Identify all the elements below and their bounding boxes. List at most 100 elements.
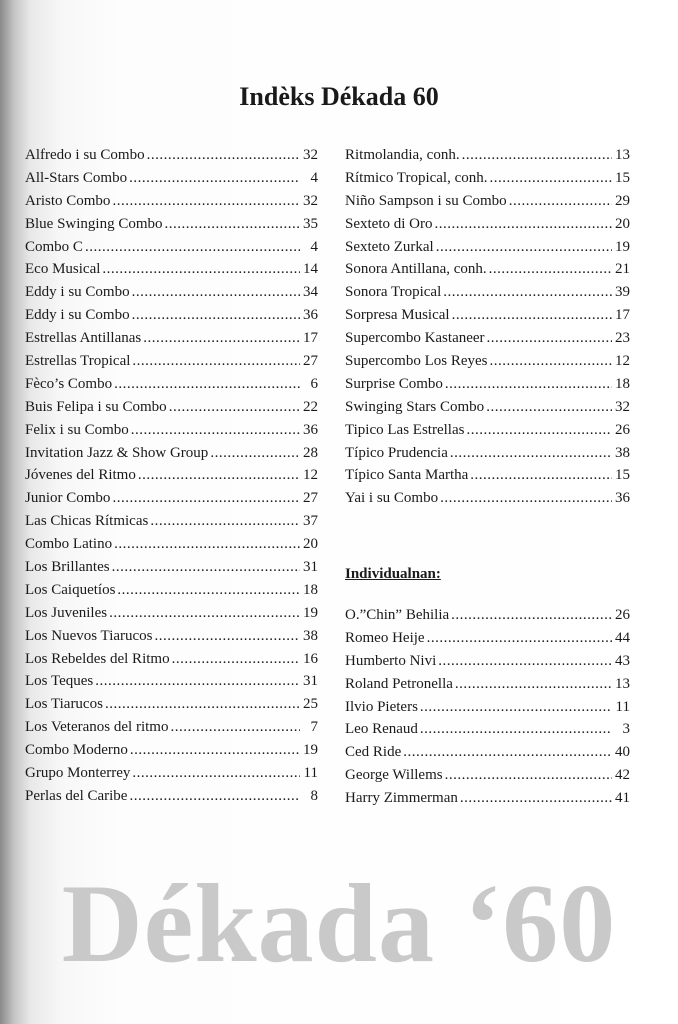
entry-page-number: 31: [303, 673, 318, 690]
dot-leader: [490, 170, 613, 187]
entry-page-number: 4: [310, 238, 319, 255]
entry-page-number: 37: [303, 513, 318, 530]
index-entry: George Willems 42: [345, 767, 630, 790]
entry-name: Los Rebeldes del Ritmo: [25, 650, 170, 667]
dot-leader: [132, 765, 300, 782]
dot-leader: [420, 699, 612, 716]
entry-page-number: 34: [303, 284, 318, 301]
index-entry: Los Brillantes 31: [25, 559, 318, 582]
entry-name: Supercombo Los Reyes: [345, 353, 488, 370]
index-entry: Eddy i su Combo 36: [25, 307, 318, 330]
entry-page-number: 40: [615, 744, 630, 761]
index-entry: Surprise Combo 18: [345, 376, 630, 399]
index-entry: O.”Chin” Behilia 26: [345, 607, 630, 630]
dot-leader: [440, 490, 612, 507]
entry-name: Aristo Combo: [25, 192, 111, 209]
dot-leader: [155, 628, 300, 645]
entry-name: Supercombo Kastaneer: [345, 330, 485, 347]
entry-page-number: 16: [303, 650, 318, 667]
entry-page-number: 41: [615, 790, 630, 807]
index-entry: Roland Petronella 13: [345, 676, 630, 699]
index-entry: Estrellas Antillanas 17: [25, 330, 318, 353]
index-entry: Los Tiarucos 25: [25, 696, 318, 719]
dot-leader: [117, 582, 300, 599]
entry-page-number: 18: [303, 581, 318, 598]
dot-leader: [470, 467, 612, 484]
dot-leader: [132, 307, 300, 324]
dot-leader: [487, 330, 612, 347]
page-title: Indèks Dékada 60: [239, 82, 439, 111]
entry-page-number: 32: [615, 398, 630, 415]
entry-name: Jóvenes del Ritmo: [25, 467, 136, 484]
dot-leader: [466, 422, 612, 439]
entry-page-number: 7: [310, 719, 319, 736]
entry-name: Las Chicas Rítmicas: [25, 513, 149, 530]
dot-leader: [450, 445, 612, 462]
dot-leader: [169, 399, 300, 416]
entry-page-number: 27: [303, 490, 318, 507]
entry-page-number: 22: [303, 398, 318, 415]
entry-name: Típico Prudencia: [345, 444, 448, 461]
entry-name: Tipico Las Estrellas: [345, 421, 465, 438]
dot-leader: [143, 330, 300, 347]
entry-name: Los Brillantes: [25, 559, 110, 576]
index-entry: Supercombo Kastaneer 23: [345, 330, 630, 353]
index-entry: Los Juveniles 19: [25, 605, 318, 628]
dot-leader: [172, 651, 300, 668]
dot-leader: [509, 193, 612, 210]
entry-page-number: 20: [303, 536, 318, 553]
dot-leader: [403, 744, 612, 761]
entry-name: Humberto Nivi: [345, 652, 437, 669]
entry-name: Estrellas Antillanas: [25, 330, 142, 347]
index-entry: All-Stars Combo 4: [25, 170, 318, 193]
entry-page-number: 43: [615, 652, 630, 669]
index-entry: Combo Moderno 19: [25, 742, 318, 765]
index-entry: Los Nuevos Tiarucos 38: [25, 628, 318, 651]
entry-page-number: 25: [303, 696, 318, 713]
entry-name: Los Teques: [25, 673, 94, 690]
entry-name: Combo Moderno: [25, 742, 128, 759]
entry-name: Sonora Tropical: [345, 284, 442, 301]
dot-leader: [132, 353, 300, 370]
entry-page-number: 4: [310, 169, 319, 186]
index-entry: Combo C 4: [25, 239, 318, 262]
dot-leader: [102, 261, 300, 278]
index-entry: Estrellas Tropical 27: [25, 353, 318, 376]
entry-page-number: 38: [303, 627, 318, 644]
entry-name: Blue Swinging Combo: [25, 215, 163, 232]
entry-name: Felix i su Combo: [25, 421, 129, 438]
index-entry: Jóvenes del Ritmo 12: [25, 467, 318, 490]
index-entry: Felix i su Combo 36: [25, 422, 318, 445]
index-entry: Yai i su Combo 36: [345, 490, 630, 513]
entry-name: Ilvio Pieters: [345, 698, 418, 715]
entry-page-number: 31: [303, 559, 318, 576]
dot-leader: [85, 239, 300, 256]
entry-name: Sexteto di Oro: [345, 215, 433, 232]
dot-leader: [114, 536, 300, 553]
index-entry: Niño Sampson i su Combo 29: [345, 193, 630, 216]
entry-page-number: 23: [615, 330, 630, 347]
dot-leader: [445, 376, 612, 393]
entry-name: Los Caiquetíos: [25, 581, 116, 598]
index-entry: Eco Musical 14: [25, 261, 318, 284]
entry-page-number: 13: [615, 675, 630, 692]
entry-page-number: 36: [615, 490, 630, 507]
index-entry: Leo Renaud 3: [345, 721, 630, 744]
index-entry: Humberto Nivi 43: [345, 653, 630, 676]
index-entry: Supercombo Los Reyes 12: [345, 353, 630, 376]
index-entry: Tipico Las Estrellas 26: [345, 422, 630, 445]
entry-name: Roland Petronella: [345, 675, 453, 692]
entry-page-number: 17: [303, 330, 318, 347]
entry-name: Sonora Antillana, conh.: [345, 261, 487, 278]
entry-page-number: 36: [303, 307, 318, 324]
entry-name: Perlas del Caribe: [25, 787, 128, 804]
dot-leader: [452, 307, 612, 324]
entry-page-number: 11: [615, 698, 630, 715]
entry-page-number: 35: [303, 215, 318, 232]
index-entry: Perlas del Caribe 8: [25, 788, 318, 811]
entry-name: Leo Renaud: [345, 721, 418, 738]
entry-name: Alfredo i su Combo: [25, 147, 145, 163]
entry-page-number: 15: [615, 169, 630, 186]
entry-page-number: 27: [303, 353, 318, 370]
index-entry: Alfredo i su Combo 32: [25, 147, 318, 170]
